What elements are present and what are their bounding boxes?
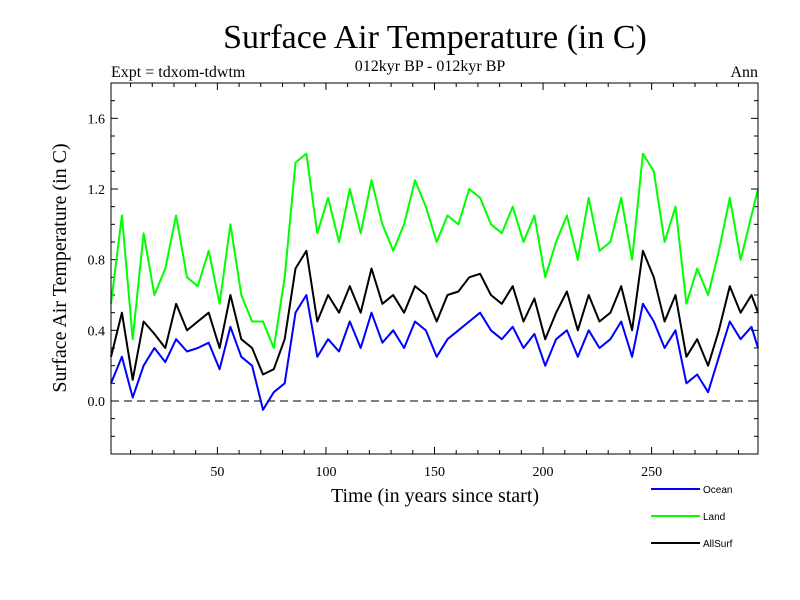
- x-tick-label: 200: [533, 465, 554, 480]
- x-axis-label: Time (in years since start): [331, 485, 539, 507]
- series-line-ocean: [110, 294, 759, 411]
- season-label: Ann: [730, 64, 758, 81]
- legend-label-land: Land: [703, 512, 725, 523]
- chart-subtitle: 012kyr BP - 012kyr BP: [355, 58, 506, 75]
- y-tick-label: 1.2: [88, 183, 106, 198]
- y-tick-label: 0.4: [88, 324, 106, 339]
- y-tick-label: 1.6: [88, 112, 106, 127]
- chart-title: Surface Air Temperature (in C): [223, 19, 647, 56]
- y-axis-label: Surface Air Temperature (in C): [49, 143, 71, 392]
- x-tick-label: 250: [641, 465, 662, 480]
- x-tick-label: 100: [315, 465, 336, 480]
- y-tick-label: 0.0: [88, 395, 106, 410]
- series-line-allsurf: [110, 249, 759, 381]
- series-line-land: [110, 152, 759, 349]
- legend-label-allsurf: AllSurf: [703, 539, 733, 550]
- x-tick-label: 150: [424, 465, 445, 480]
- y-tick-label: 0.8: [88, 254, 106, 269]
- x-tick-label: 50: [210, 465, 224, 480]
- experiment-label: Expt = tdxom-tdwtm: [111, 64, 246, 81]
- plot-frame: [110, 82, 759, 455]
- legend: Ocean Land AllSurf: [651, 485, 733, 550]
- plot-area: 0.0 0.4 0.8 1.2 1.6 50 100 150 200 250: [88, 83, 759, 480]
- legend-label-ocean: Ocean: [703, 485, 732, 496]
